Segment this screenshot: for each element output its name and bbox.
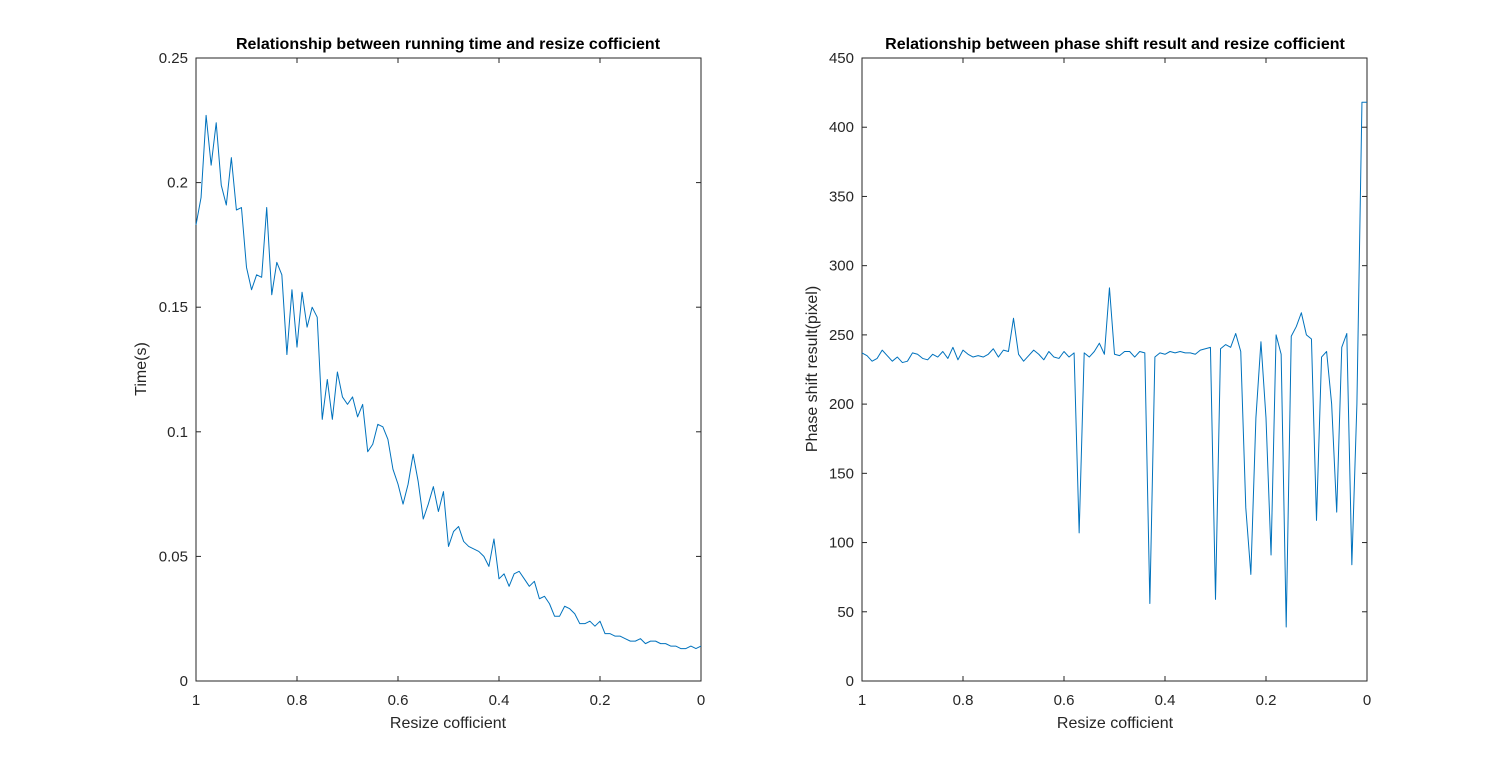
x-tick-label: 0.8 [953, 692, 974, 709]
plot-frame [861, 57, 1368, 682]
y-ticks: 0 0.05 0.1 0.15 0.2 0.25 [159, 50, 701, 690]
x-tick-label: 0 [1363, 692, 1371, 709]
y-tick-label: 0.15 [159, 299, 188, 316]
x-tick-label: 1 [858, 692, 866, 709]
y-tick-label: 200 [829, 396, 854, 413]
y-tick-label: 100 [829, 535, 854, 552]
x-tick-label: 0.2 [1256, 692, 1277, 709]
y-axis-label: Time(s) [133, 342, 150, 396]
chart-title: Relationship between running time and re… [236, 36, 661, 53]
chart-phase-shift: Relationship between phase shift result … [804, 36, 1371, 732]
plot-frame [195, 57, 702, 682]
x-tick-label: 0.2 [590, 692, 611, 709]
x-tick-label: 0.4 [489, 692, 510, 709]
y-tick-label: 0.25 [159, 50, 188, 67]
x-axis-label: Resize cofficient [1057, 715, 1174, 732]
chart-title: Relationship between phase shift result … [885, 36, 1345, 53]
y-axis-label: Phase shift result(pixel) [804, 286, 821, 452]
x-tick-label: 0.8 [287, 692, 308, 709]
y-tick-label: 350 [829, 188, 854, 205]
x-tick-label: 0 [697, 692, 705, 709]
y-tick-label: 50 [837, 604, 854, 621]
chart-running-time: Relationship between running time and re… [133, 36, 705, 732]
y-tick-label: 450 [829, 50, 854, 67]
x-tick-label: 1 [192, 692, 200, 709]
y-tick-label: 150 [829, 465, 854, 482]
x-tick-label: 0.6 [388, 692, 409, 709]
y-tick-label: 0.05 [159, 548, 188, 565]
x-tick-label: 0.6 [1054, 692, 1075, 709]
y-tick-label: 300 [829, 258, 854, 275]
x-ticks: 1 0.8 0.6 0.4 0.2 0 [858, 58, 1371, 709]
y-ticks: 0 50 100 150 200 250 300 350 400 450 [829, 50, 1367, 690]
x-ticks: 1 0.8 0.6 0.4 0.2 0 [192, 58, 705, 709]
series-line-running-time [195, 114, 702, 650]
y-tick-label: 0 [846, 673, 854, 690]
x-axis-label: Resize cofficient [390, 715, 507, 732]
y-tick-label: 250 [829, 327, 854, 344]
y-tick-label: 0 [180, 673, 188, 690]
x-tick-label: 0.4 [1155, 692, 1176, 709]
series-line-phase-shift [861, 101, 1367, 628]
y-tick-label: 0.1 [167, 424, 188, 441]
y-tick-label: 400 [829, 119, 854, 136]
y-tick-label: 0.2 [167, 175, 188, 192]
